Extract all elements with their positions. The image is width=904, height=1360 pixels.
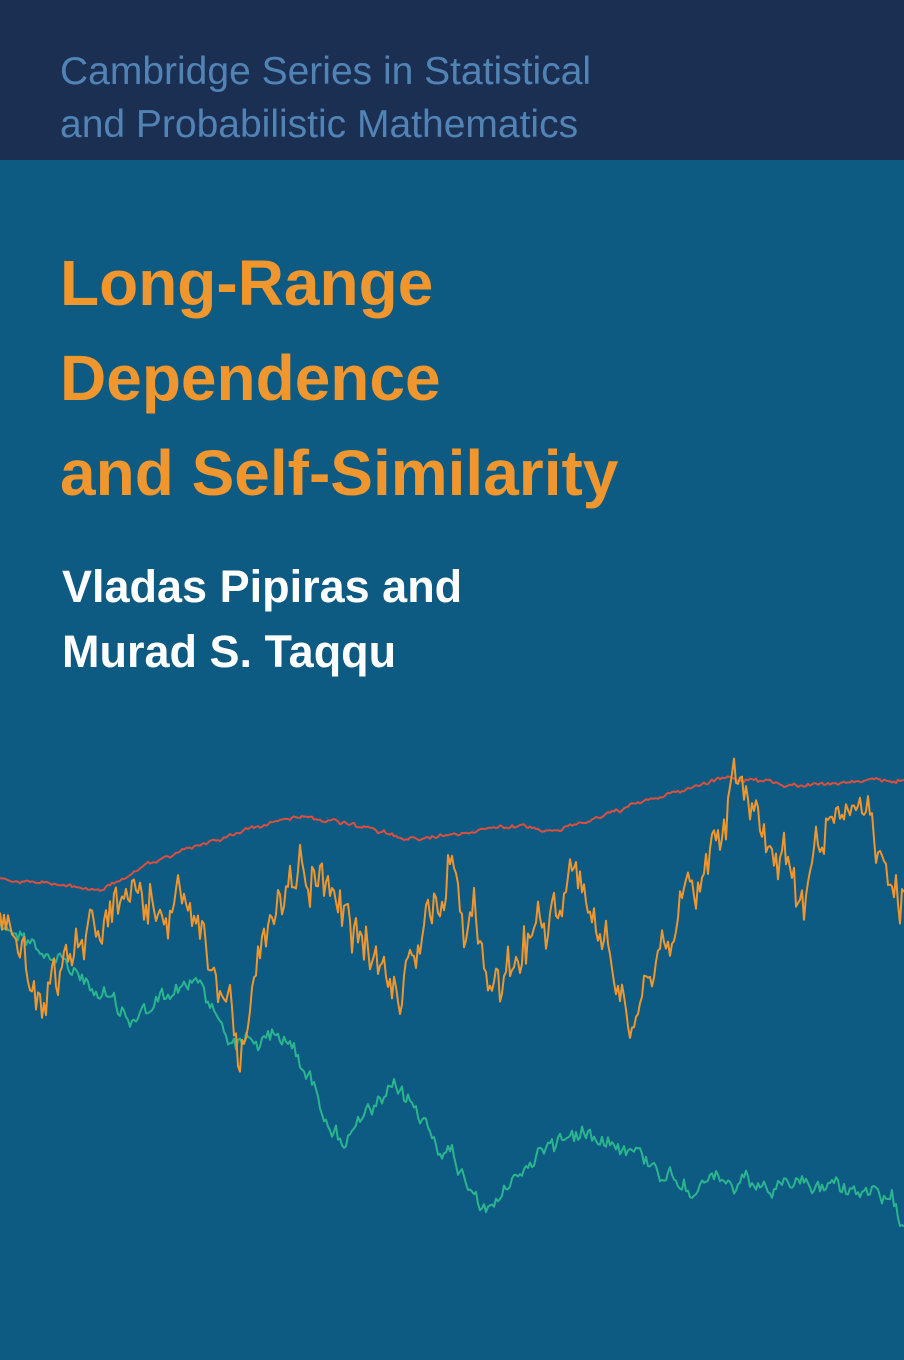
decorative-traces bbox=[0, 757, 904, 1228]
series-line: Cambridge Series in Statistical bbox=[60, 50, 591, 93]
red-trace bbox=[0, 775, 904, 892]
author-line: Vladas Pipiras and bbox=[62, 561, 462, 612]
series-line: and Probabilistic Mathematics bbox=[60, 103, 578, 146]
author-line: Murad S. Taqqu bbox=[62, 626, 396, 677]
series-band bbox=[0, 0, 904, 160]
orange-trace bbox=[0, 757, 904, 1073]
title-line: Long-Range bbox=[60, 247, 433, 319]
green-trace bbox=[0, 920, 904, 1228]
title-line: Dependence bbox=[60, 342, 441, 414]
title-line: and Self-Similarity bbox=[60, 437, 619, 509]
